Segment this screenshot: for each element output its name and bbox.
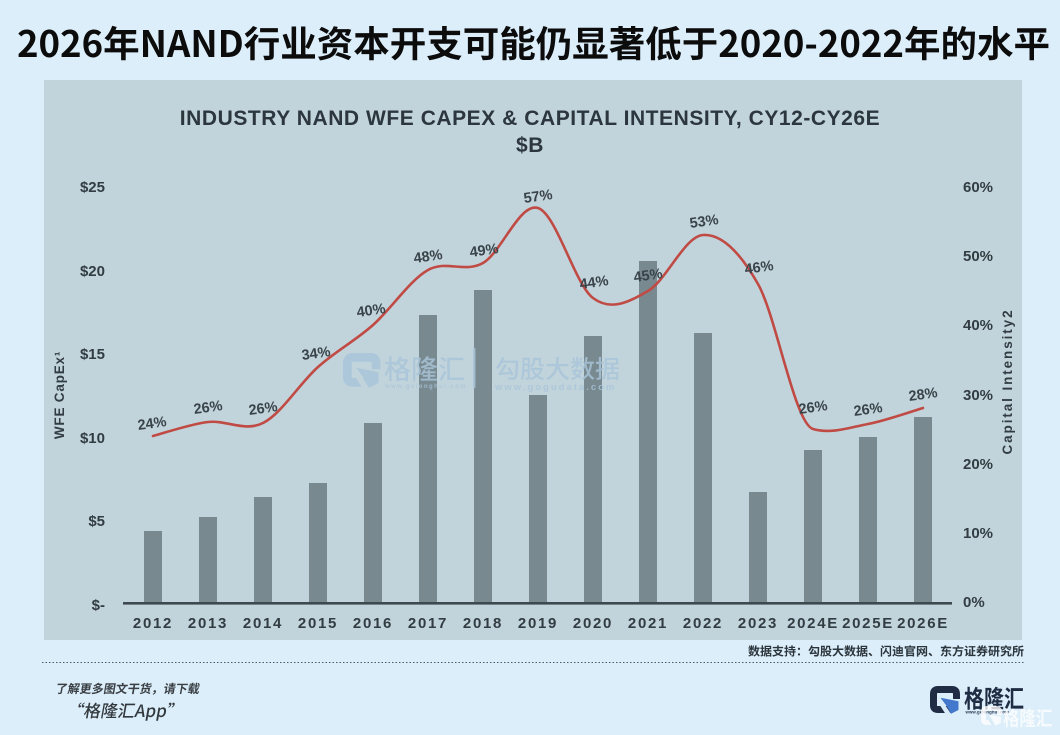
- svg-text:WFE CapEx¹: WFE CapEx¹: [52, 351, 67, 439]
- svg-text:$-: $-: [92, 597, 105, 614]
- svg-text:2023: 2023: [738, 615, 778, 632]
- svg-text:34%: 34%: [301, 344, 332, 364]
- svg-text:40%: 40%: [963, 317, 993, 334]
- svg-text:2022: 2022: [683, 615, 723, 632]
- svg-text:2013: 2013: [188, 615, 228, 632]
- svg-text:2012: 2012: [133, 615, 173, 632]
- svg-text:45%: 45%: [633, 266, 664, 286]
- svg-text:$20: $20: [80, 263, 105, 280]
- svg-text:2017: 2017: [408, 615, 448, 632]
- svg-text:2015: 2015: [298, 615, 338, 632]
- svg-text:26%: 26%: [193, 398, 224, 418]
- svg-text:20%: 20%: [963, 456, 993, 473]
- svg-text:46%: 46%: [744, 258, 775, 278]
- svg-text:$5: $5: [88, 513, 105, 530]
- svg-text:57%: 57%: [523, 187, 554, 207]
- svg-text:26%: 26%: [248, 399, 279, 419]
- svg-text:26%: 26%: [798, 398, 829, 418]
- svg-text:www.gelonghui.com: www.gelonghui.com: [384, 384, 467, 390]
- svg-text:48%: 48%: [413, 247, 444, 267]
- svg-text:40%: 40%: [356, 301, 387, 321]
- svg-text:2024E: 2024E: [787, 615, 839, 632]
- svg-text:$10: $10: [80, 430, 105, 447]
- svg-text:$B: $B: [516, 134, 544, 157]
- svg-text:2025E: 2025E: [842, 615, 894, 632]
- svg-text:28%: 28%: [908, 385, 939, 405]
- svg-text:53%: 53%: [689, 212, 720, 232]
- svg-text:30%: 30%: [963, 387, 993, 404]
- svg-text:Capital Intensity2: Capital Intensity2: [1000, 309, 1015, 455]
- svg-text:$25: $25: [80, 179, 105, 196]
- svg-text:49%: 49%: [469, 241, 500, 261]
- svg-text:60%: 60%: [963, 179, 993, 196]
- svg-text:INDUSTRY NAND WFE CAPEX & CAPI: INDUSTRY NAND WFE CAPEX & CAPITAL INTENS…: [180, 107, 880, 130]
- svg-text:2026E: 2026E: [897, 615, 949, 632]
- svg-text:24%: 24%: [137, 414, 168, 434]
- svg-text:$15: $15: [80, 346, 105, 363]
- svg-text:www.gelonghui.com: www.gelonghui.com: [965, 709, 1010, 714]
- svg-text:2020: 2020: [573, 615, 613, 632]
- svg-text:0%: 0%: [963, 594, 985, 611]
- svg-text:26%: 26%: [853, 400, 884, 420]
- svg-text:10%: 10%: [963, 525, 993, 542]
- svg-text:2021: 2021: [628, 615, 668, 632]
- svg-text:2019: 2019: [518, 615, 558, 632]
- svg-text:44%: 44%: [579, 273, 610, 293]
- svg-text:2014: 2014: [243, 615, 283, 632]
- svg-text:50%: 50%: [963, 248, 993, 265]
- svg-text:2018: 2018: [463, 615, 503, 632]
- svg-text:www.gogudata.com: www.gogudata.com: [494, 382, 616, 393]
- svg-text:2016: 2016: [353, 615, 393, 632]
